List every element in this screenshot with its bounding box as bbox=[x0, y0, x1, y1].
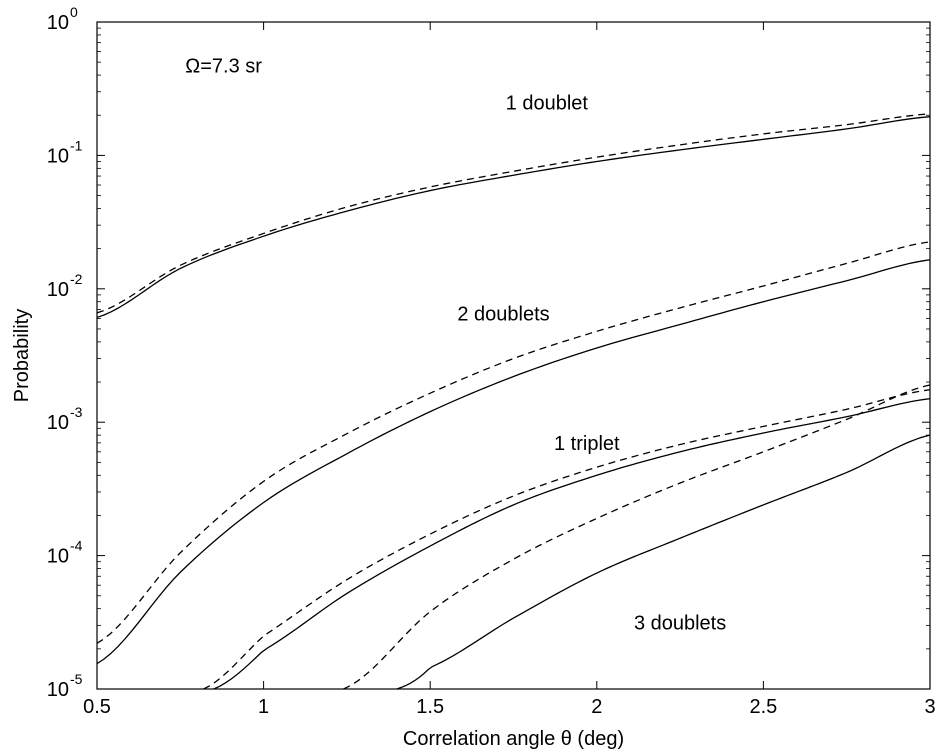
x-tick-label: 0.5 bbox=[83, 696, 111, 718]
series-line-3-solid bbox=[96, 259, 931, 665]
y-tick-label: 10 bbox=[47, 412, 69, 434]
y-tick-label: 10 bbox=[47, 12, 69, 34]
y-tick-exponent: -5 bbox=[70, 671, 83, 687]
y-tick-label: 10 bbox=[47, 145, 69, 167]
y-tick-exponent: -4 bbox=[70, 538, 83, 554]
annotation-4: 1 triplet bbox=[554, 433, 620, 455]
series-line-2-dashed bbox=[96, 113, 931, 314]
y-tick-label: 10 bbox=[47, 546, 69, 568]
y-tick-exponent: 0 bbox=[70, 4, 78, 20]
series-line-6-dashed bbox=[203, 389, 931, 690]
annotation-5: 3 doublets bbox=[634, 612, 726, 634]
y-tick-exponent: -2 bbox=[70, 271, 83, 287]
y-axis-label: Probability bbox=[11, 309, 33, 402]
annotation-1: Ω=7.3 sr bbox=[185, 55, 262, 77]
x-tick-label: 3 bbox=[924, 696, 935, 718]
series-layer bbox=[96, 113, 931, 690]
x-axis-label: Correlation angle θ (deg) bbox=[403, 728, 624, 750]
series-line-5-solid bbox=[213, 398, 931, 690]
annotation-2: 1 doublet bbox=[506, 93, 589, 115]
y-tick-label: 10 bbox=[47, 279, 69, 301]
series-line-8-dashed bbox=[343, 384, 931, 690]
annotation-layer: Ω=7.3 sr 1 doublet 2 doublets 1 triplet 3 do… bbox=[185, 55, 726, 634]
plot-frame bbox=[96, 21, 931, 690]
y-tick-label: 10 bbox=[47, 679, 69, 701]
series-line-4-dashed bbox=[96, 241, 931, 644]
x-tick-label: 2.5 bbox=[749, 696, 777, 718]
annotation-3: 2 doublets bbox=[457, 303, 549, 325]
x-tick-label: 1 bbox=[258, 696, 269, 718]
x-tick-label: 1.5 bbox=[416, 696, 444, 718]
x-tick-label: 2 bbox=[591, 696, 602, 718]
y-tick-exponent: -3 bbox=[70, 404, 83, 420]
y-tick-exponent: -1 bbox=[70, 137, 83, 153]
series-line-7-solid bbox=[396, 434, 931, 690]
series-line-1-solid bbox=[96, 116, 931, 319]
